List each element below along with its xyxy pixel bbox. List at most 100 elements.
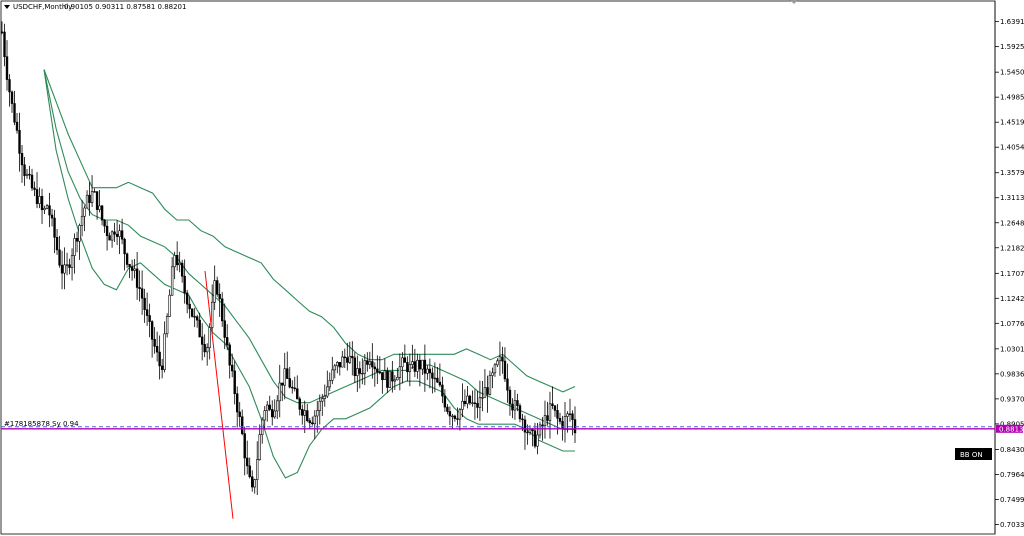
candle	[40, 188, 44, 225]
candle-body	[331, 369, 334, 381]
candle	[306, 403, 309, 423]
candle	[493, 362, 497, 377]
candle	[431, 367, 434, 394]
candle	[448, 406, 452, 426]
bb-status-badge[interactable]: BB ON	[955, 448, 992, 460]
candle-body	[215, 280, 219, 295]
candle-body	[256, 459, 259, 480]
candle-body	[411, 361, 414, 365]
candle-body	[113, 231, 116, 235]
candle	[241, 409, 244, 436]
candle	[426, 365, 429, 380]
candle	[133, 258, 136, 279]
candle	[165, 313, 169, 338]
candle	[55, 229, 59, 255]
candle	[298, 396, 301, 416]
candle-body	[63, 264, 66, 274]
candle-body	[170, 266, 174, 296]
candle-body	[241, 416, 244, 434]
candle	[346, 342, 349, 371]
candle	[140, 270, 144, 315]
candle	[338, 362, 341, 376]
candle-body	[421, 359, 424, 370]
candle	[65, 252, 69, 276]
candle	[95, 191, 99, 220]
candle-body	[313, 415, 316, 425]
candle-body	[523, 419, 527, 433]
axis-tick-label: 1.03015	[1000, 345, 1024, 353]
candle	[168, 289, 171, 317]
candle	[130, 259, 134, 281]
candle-body	[145, 309, 149, 316]
candle-body	[571, 413, 574, 420]
chart-shift-marker[interactable]	[790, 0, 798, 4]
candle	[311, 416, 314, 426]
candle	[263, 406, 266, 430]
candle	[416, 353, 419, 379]
candle-body	[73, 238, 76, 256]
candle-body	[443, 395, 447, 408]
candle	[185, 289, 189, 314]
candle	[78, 223, 81, 260]
candle	[331, 356, 334, 385]
candle-body	[513, 400, 517, 411]
current-price-value: 0.88136	[999, 425, 1024, 433]
candle-body	[48, 205, 51, 216]
candle-body	[476, 403, 479, 408]
candle-body	[378, 371, 382, 374]
axis-tick-label: 1.12420	[1000, 295, 1024, 303]
candle-body	[303, 410, 306, 416]
candle	[551, 386, 554, 410]
candle-body	[38, 196, 41, 204]
candle-body	[538, 424, 542, 436]
candle	[411, 344, 414, 369]
candle	[333, 363, 336, 379]
candle	[383, 358, 387, 381]
candle	[271, 400, 274, 426]
candle	[403, 344, 407, 363]
candle	[251, 470, 254, 492]
candle	[25, 168, 29, 179]
candle	[183, 259, 186, 304]
candle-body	[416, 359, 419, 372]
candle-body	[333, 365, 336, 371]
candle	[143, 288, 146, 323]
candle-body	[5, 56, 9, 80]
candle	[160, 358, 164, 379]
candle-body	[143, 297, 146, 311]
candle	[301, 404, 304, 425]
candle	[433, 362, 437, 393]
candle	[496, 358, 499, 368]
candle-body	[531, 429, 534, 432]
candle	[443, 389, 447, 412]
candle	[163, 321, 166, 373]
candle-body	[301, 409, 304, 416]
candle-body	[55, 237, 59, 251]
trend-line[interactable]	[204, 270, 234, 519]
candle-body	[478, 397, 482, 408]
candle	[203, 334, 206, 358]
candle	[303, 400, 306, 434]
candle	[135, 251, 139, 300]
candle-body	[95, 191, 99, 210]
candle-body	[40, 196, 44, 211]
candle	[236, 386, 239, 428]
candle-body	[328, 380, 331, 388]
candle-body	[58, 249, 61, 266]
candle	[205, 343, 209, 366]
candle	[120, 218, 124, 245]
chart-menu-icon[interactable]	[4, 5, 10, 9]
candle	[228, 342, 231, 379]
candle-body	[436, 377, 439, 383]
candle	[175, 241, 179, 271]
candle-body	[401, 357, 404, 368]
axis-tick-label: 0.93705	[1000, 395, 1024, 403]
candle-body	[426, 368, 429, 374]
candle	[348, 341, 352, 365]
candle-body	[33, 187, 36, 190]
candle	[406, 356, 409, 382]
candle-body	[123, 238, 126, 255]
candle	[488, 370, 492, 396]
candle	[215, 276, 219, 297]
